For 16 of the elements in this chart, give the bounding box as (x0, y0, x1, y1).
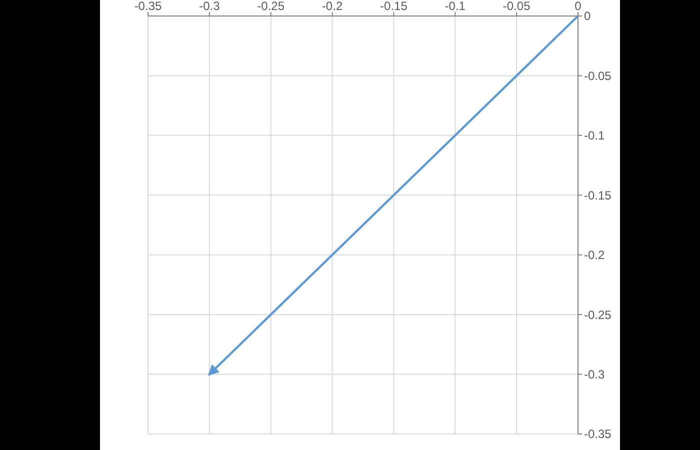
x-tick-label: -0.2 (322, 0, 343, 13)
y-tick-label: -0.05 (584, 68, 612, 83)
y-tick-label: -0.1 (584, 128, 606, 143)
y-tick-label: -0.25 (584, 308, 612, 322)
y-tick-label: -0.15 (584, 188, 612, 202)
y-tick-label: -0.35 (584, 427, 612, 442)
y-tick-label: -0.2 (584, 248, 606, 262)
x-tick-label: -0.35 (134, 0, 162, 13)
x-tick-label: 0 (574, 0, 582, 13)
x-tick-label: -0.15 (380, 0, 408, 13)
x-tick-label: -0.1 (444, 0, 466, 13)
y-tick-label: 0 (584, 9, 591, 24)
x-tick-label: -0.25 (257, 0, 285, 13)
y-tick-label: -0.3 (584, 367, 606, 382)
x-tick-label: -0.3 (199, 0, 220, 13)
x-tick-label: -0.05 (502, 0, 531, 13)
